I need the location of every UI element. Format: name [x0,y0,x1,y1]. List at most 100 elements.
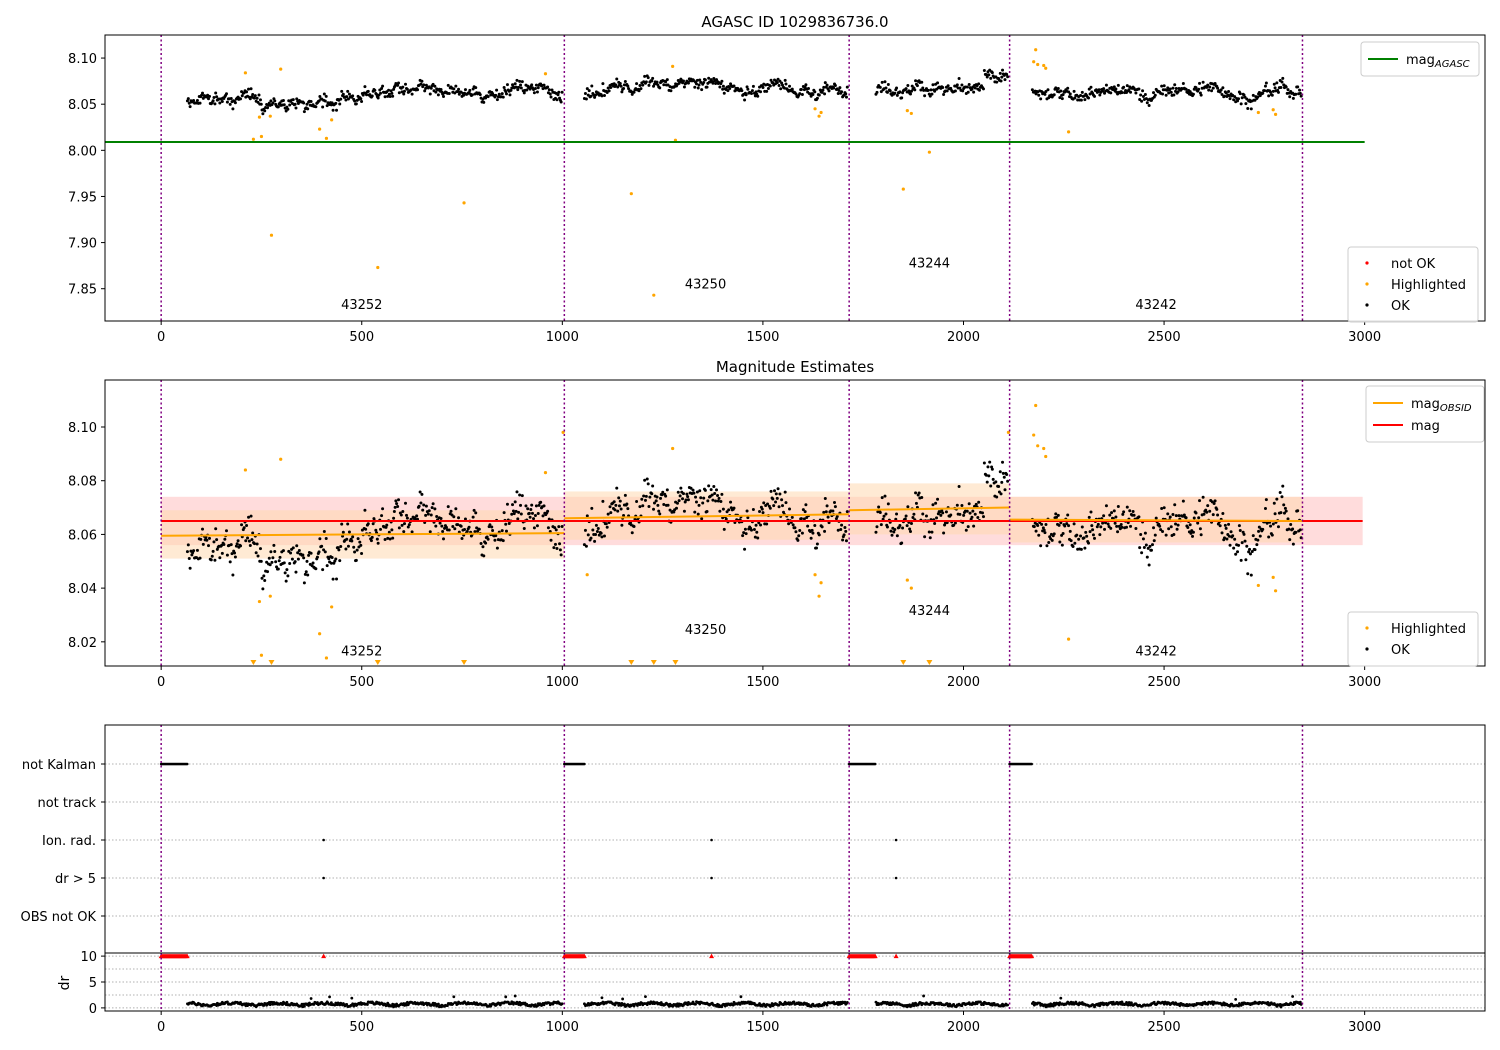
ok-point [895,93,899,97]
ok-point [684,498,688,502]
ok-point [600,535,604,539]
ok-point [875,525,879,529]
ok-point [1291,96,1295,100]
ok-point [904,514,908,518]
ok-point [778,79,782,83]
dr-point [738,1002,742,1006]
ok-point [1196,521,1200,525]
ok-point [188,105,192,109]
ok-point [909,521,913,525]
ok-point [399,513,403,517]
highlighted-point [330,118,334,122]
ok-point [972,90,976,94]
ok-point [1116,83,1120,87]
ok-point [815,96,819,100]
ok-point [1291,542,1295,546]
below-range-marker [926,660,933,665]
legend-point-label: OK [1391,299,1410,314]
ok-point [258,547,262,551]
obsid-label: 43252 [341,644,382,659]
ok-point [447,91,451,95]
legend-point-swatch [1365,261,1369,265]
ok-point [477,527,481,531]
ok-point [301,553,305,557]
ok-point [1201,495,1205,499]
ok-point [771,497,775,501]
ok-point [703,488,707,492]
ok-point [966,90,970,94]
ok-point [530,503,534,507]
ok-point [926,88,930,92]
ok-point [924,514,928,518]
panel-agasc-points [185,48,1303,297]
panel-dr-points [158,953,1303,1009]
ok-point [776,77,780,81]
ok-point [1173,503,1177,507]
ok-point [914,79,918,83]
ok-point [293,560,297,564]
ok-point [946,84,950,88]
ok-point [288,561,292,565]
ok-point [428,530,432,534]
ok-point [207,94,211,98]
ok-point [288,103,292,107]
ok-point [452,515,456,519]
highlighted-point [819,581,823,585]
x-tick-label: 1500 [746,675,779,690]
x-tick-label: 2500 [1148,330,1181,345]
ok-point [1120,525,1124,529]
flag-point [873,762,877,766]
dr-clipped-marker [872,953,878,959]
ok-point [225,553,229,557]
highlighted-point [817,114,821,118]
ok-point [338,559,342,563]
ok-point [318,94,322,98]
ok-point [692,491,696,495]
ok-point [371,522,375,526]
ok-point [186,543,190,547]
ok-point [774,500,778,504]
ok-point [972,524,976,528]
ok-point [363,85,367,89]
ok-point [1037,533,1041,537]
ok-point [384,525,388,529]
flag-point [185,762,189,766]
ok-point [1087,515,1091,519]
x-tick-label: 1000 [546,1020,579,1035]
ok-point [198,101,202,105]
ok-point [1270,93,1274,97]
ok-point [344,98,348,102]
ok-point [517,510,521,514]
ok-point [388,95,392,99]
ok-point [1184,87,1188,91]
ok-point [1159,528,1163,532]
ok-point [1143,93,1147,97]
ok-point [533,86,537,90]
ok-point [1294,92,1298,96]
dr-point [1059,996,1063,1000]
ok-point [318,537,322,541]
ok-point [626,84,630,88]
dr-point [1298,1000,1302,1004]
ok-point [283,571,287,575]
ok-point [442,537,446,541]
ok-point [337,548,341,552]
ok-point [1237,524,1241,528]
ok-point [700,517,704,521]
dr-point [1058,1001,1062,1005]
ok-point [1206,83,1210,87]
ok-point [1298,88,1302,92]
x-tick-label: 3000 [1348,675,1381,690]
ok-point [383,95,387,99]
ok-point [291,546,295,550]
ok-point [209,558,213,562]
ok-point [718,85,722,89]
ok-point [467,525,471,529]
ok-point [1246,106,1250,110]
ok-point [1079,534,1083,538]
ok-point [199,537,203,541]
ok-point [1005,72,1009,76]
dr-point [436,1002,440,1006]
dr-point [268,1003,272,1007]
